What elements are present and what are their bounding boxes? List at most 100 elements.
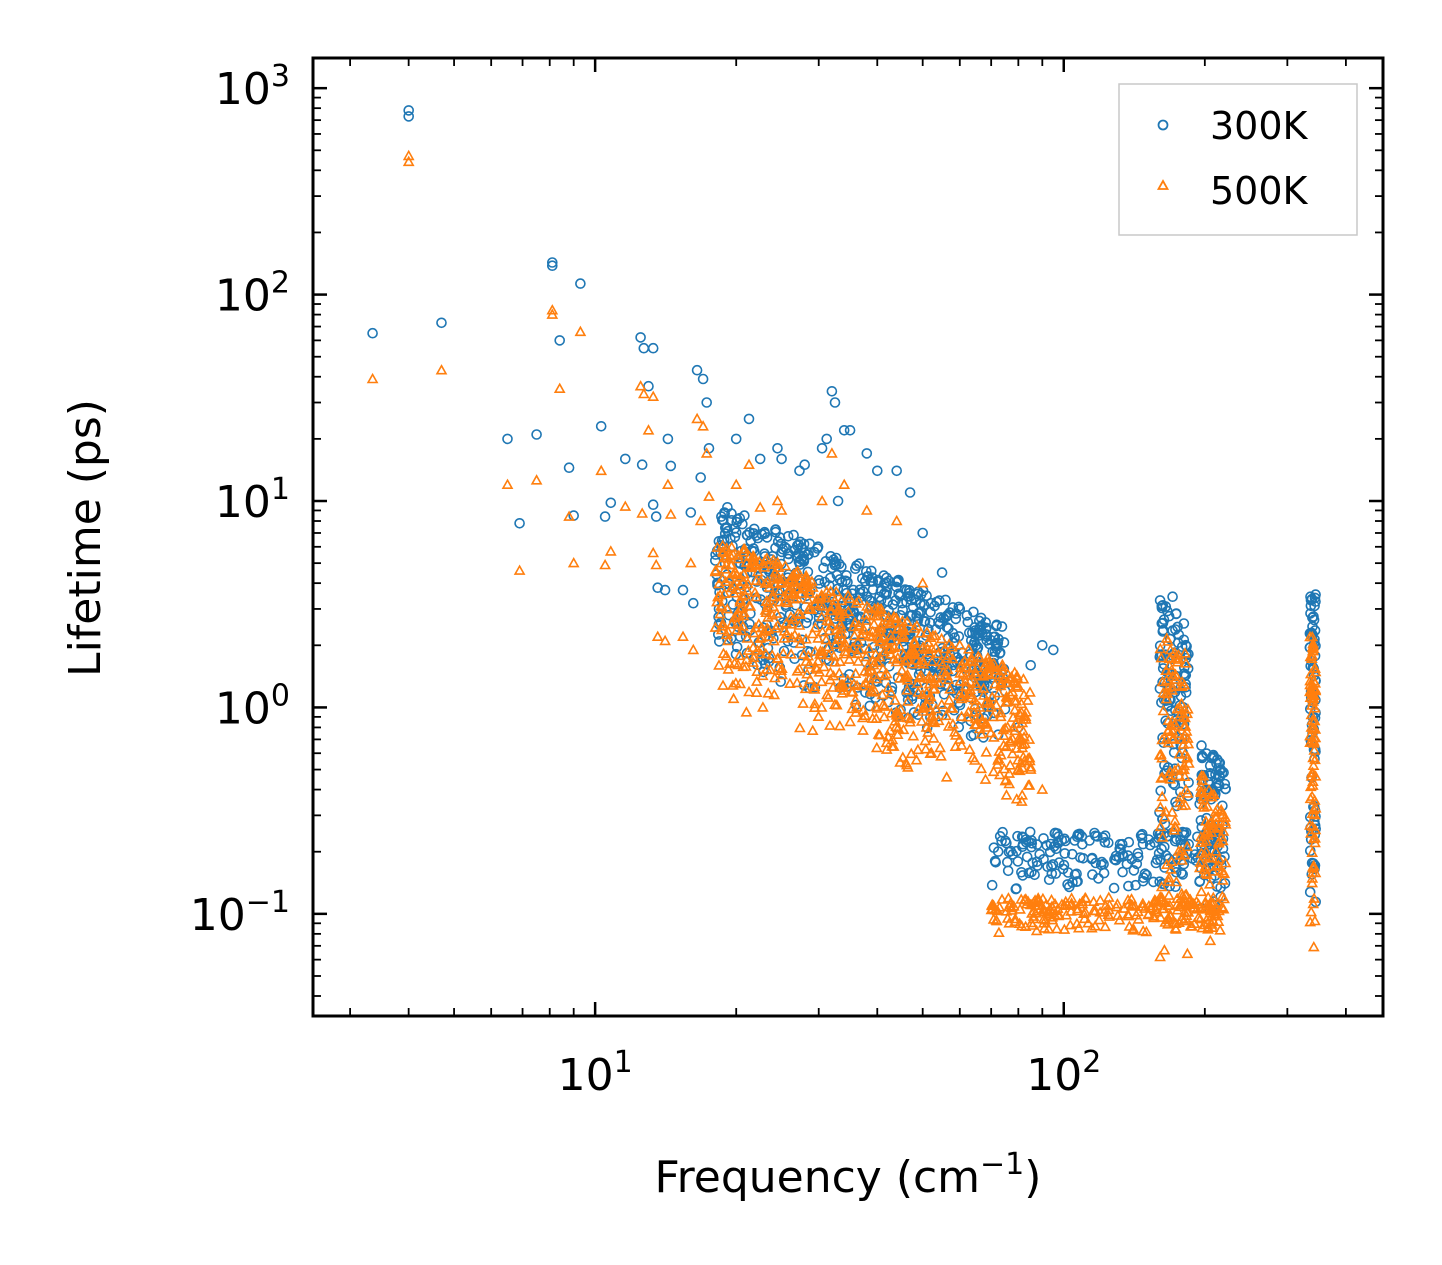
point-500K [737, 575, 750, 586]
point-500K [1000, 789, 1013, 800]
point-500K [1136, 897, 1149, 909]
point-500K [1102, 891, 1115, 902]
point-500K [1023, 779, 1036, 790]
point-500K [886, 740, 898, 751]
point-500K [1014, 734, 1027, 745]
point-500K [1178, 770, 1191, 782]
point-500K [651, 630, 664, 642]
point-300K [726, 508, 737, 519]
point-500K [750, 686, 763, 698]
point-500K [724, 549, 737, 561]
point-500K [1122, 893, 1134, 905]
point-500K [1308, 744, 1321, 755]
point-300K [826, 385, 838, 397]
point-500K [983, 696, 996, 708]
point-500K [1178, 906, 1191, 918]
point-500K [1186, 920, 1198, 931]
point-500K [743, 599, 755, 611]
point-300K [798, 538, 810, 550]
point-500K [402, 149, 415, 161]
point-500K [1309, 802, 1322, 813]
point-500K [910, 654, 923, 665]
point-500K [1132, 905, 1144, 917]
point-500K [766, 649, 779, 660]
point-300K [1156, 843, 1167, 855]
point-500K [1307, 692, 1319, 704]
point-300K [988, 842, 1000, 854]
point-500K [779, 559, 792, 571]
point-500K [920, 686, 933, 697]
point-500K [756, 631, 768, 642]
point-500K [1064, 918, 1077, 930]
point-500K [1178, 914, 1191, 926]
point-500K [691, 412, 703, 424]
point-500K [977, 682, 990, 693]
point-500K [709, 564, 722, 575]
point-500K [714, 589, 726, 600]
point-500K [941, 663, 954, 675]
point-300K [1307, 612, 1318, 624]
y-tick-label: 10−1 [190, 885, 290, 941]
point-300K [871, 465, 883, 477]
point-500K [801, 593, 814, 604]
point-500K [904, 712, 917, 724]
point-500K [778, 625, 791, 636]
point-300K [996, 621, 1008, 632]
point-300K [997, 826, 1008, 838]
point-500K [885, 686, 897, 698]
point-500K [1007, 711, 1019, 722]
point-500K [1110, 900, 1123, 912]
point-500K [1003, 767, 1016, 778]
point-500K [1014, 903, 1026, 914]
point-500K [815, 610, 828, 622]
point-500K [717, 546, 730, 558]
point-500K [806, 724, 819, 736]
point-300K [795, 554, 807, 565]
point-500K [366, 372, 379, 384]
point-500K [1154, 820, 1167, 832]
point-500K [992, 754, 1004, 765]
point-500K [1000, 690, 1013, 702]
point-500K [1305, 708, 1318, 720]
point-500K [1173, 748, 1186, 759]
point-500K [1003, 900, 1016, 912]
point-500K [922, 726, 934, 737]
point-500K [1192, 911, 1205, 923]
point-300K [947, 602, 959, 613]
point-500K [1154, 911, 1167, 922]
point-500K [818, 660, 830, 672]
point-500K [860, 504, 873, 515]
point-500K [791, 676, 803, 688]
point-500K [927, 683, 940, 694]
point-300K [779, 541, 790, 553]
point-500K [845, 647, 858, 659]
x-tick-label: 102 [1026, 1045, 1101, 1101]
point-500K [750, 675, 763, 686]
point-300K [1178, 634, 1190, 646]
point-500K [694, 514, 707, 526]
point-300K [832, 495, 844, 507]
point-500K [764, 663, 777, 675]
data-points-group [366, 105, 1322, 962]
y-tick-label: 100 [215, 678, 290, 734]
point-300K [891, 576, 902, 588]
point-500K [987, 765, 1000, 777]
point-500K [962, 643, 975, 654]
point-300K [1038, 853, 1049, 865]
point-500K [759, 604, 772, 615]
point-300K [554, 335, 566, 346]
point-500K [841, 673, 854, 685]
point-500K [802, 578, 815, 589]
point-300K [1087, 869, 1098, 880]
point-300K [652, 582, 664, 594]
point-500K [1179, 711, 1191, 723]
point-300K [872, 574, 884, 586]
point-500K [1011, 764, 1024, 775]
point-500K [1161, 913, 1174, 925]
legend-label-300K: 300K [1210, 104, 1309, 148]
point-500K [954, 675, 967, 686]
point-500K [1122, 909, 1135, 921]
point-500K [897, 629, 910, 640]
point-300K [563, 462, 575, 474]
point-500K [1188, 901, 1201, 912]
